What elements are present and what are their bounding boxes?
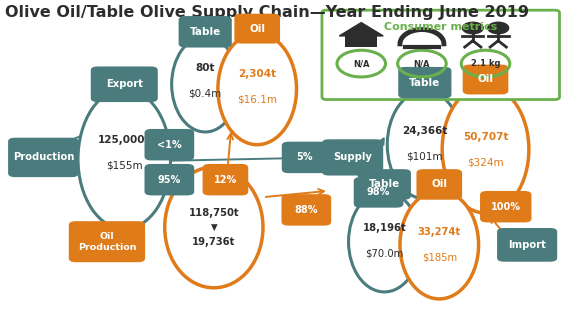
Circle shape (488, 22, 509, 34)
FancyBboxPatch shape (322, 139, 383, 176)
Text: Table: Table (190, 27, 221, 37)
Text: 95%: 95% (158, 175, 181, 185)
Text: Oil
Production: Oil Production (77, 232, 136, 252)
FancyBboxPatch shape (463, 65, 509, 94)
FancyBboxPatch shape (144, 164, 194, 195)
Text: 80t: 80t (195, 63, 215, 73)
Text: Table: Table (409, 78, 440, 88)
FancyBboxPatch shape (480, 191, 532, 223)
Text: 24,366t: 24,366t (402, 126, 447, 136)
Text: 12%: 12% (214, 175, 237, 185)
FancyBboxPatch shape (144, 129, 194, 160)
Polygon shape (339, 23, 383, 36)
Text: 33,274t: 33,274t (418, 227, 461, 237)
Text: 118,750t: 118,750t (188, 208, 239, 218)
Text: N/A: N/A (353, 59, 369, 68)
Text: $185m: $185m (422, 252, 457, 263)
Text: Olive Oil/Table Olive Supply Chain—Year Ending June 2019: Olive Oil/Table Olive Supply Chain—Year … (5, 5, 529, 20)
FancyBboxPatch shape (398, 67, 451, 98)
Text: 88%: 88% (295, 205, 318, 215)
Text: Oil: Oil (431, 179, 447, 190)
FancyBboxPatch shape (179, 16, 232, 47)
Text: Oil: Oil (477, 74, 494, 85)
Text: $0.4m: $0.4m (188, 89, 222, 99)
Text: Import: Import (508, 240, 546, 250)
Text: Oil: Oil (249, 24, 265, 34)
Text: 5%: 5% (297, 152, 313, 162)
FancyBboxPatch shape (345, 35, 377, 47)
Text: 19,736t: 19,736t (192, 237, 236, 247)
Text: Table: Table (369, 179, 400, 190)
Ellipse shape (349, 191, 420, 292)
Text: ▼: ▼ (210, 223, 217, 232)
Ellipse shape (387, 91, 462, 199)
Text: Supply: Supply (333, 152, 372, 162)
Ellipse shape (442, 86, 529, 213)
Text: $101m: $101m (406, 151, 443, 162)
Text: 100%: 100% (491, 202, 521, 212)
FancyBboxPatch shape (358, 169, 411, 200)
FancyBboxPatch shape (203, 164, 249, 195)
Circle shape (462, 22, 483, 34)
Text: Production: Production (13, 152, 74, 162)
Text: <1%: <1% (157, 140, 181, 150)
Ellipse shape (218, 33, 297, 145)
FancyBboxPatch shape (8, 138, 79, 177)
FancyBboxPatch shape (354, 177, 403, 208)
FancyBboxPatch shape (91, 66, 158, 102)
FancyBboxPatch shape (416, 169, 462, 200)
Text: 2.1 kg: 2.1 kg (470, 59, 501, 68)
FancyBboxPatch shape (281, 194, 331, 226)
Text: $16.1m: $16.1m (237, 94, 277, 104)
Text: 50,707t: 50,707t (463, 132, 508, 142)
Text: $70.0m: $70.0m (365, 249, 403, 259)
FancyBboxPatch shape (322, 10, 560, 100)
Text: $155m: $155m (106, 160, 143, 170)
Text: 125,000t: 125,000t (98, 135, 150, 145)
Text: 98%: 98% (367, 187, 390, 197)
FancyBboxPatch shape (282, 142, 327, 173)
Text: N/A: N/A (414, 59, 430, 68)
Ellipse shape (172, 37, 239, 132)
FancyBboxPatch shape (235, 14, 280, 44)
Text: 18,196t: 18,196t (362, 223, 406, 233)
Text: 2,304t: 2,304t (238, 69, 276, 79)
FancyBboxPatch shape (497, 228, 557, 262)
Text: Consumer metrics: Consumer metrics (384, 22, 497, 31)
Ellipse shape (78, 89, 171, 229)
Text: Export: Export (106, 79, 143, 89)
Ellipse shape (165, 167, 263, 288)
FancyBboxPatch shape (69, 221, 145, 262)
Ellipse shape (400, 191, 479, 299)
Text: $324m: $324m (467, 157, 504, 167)
